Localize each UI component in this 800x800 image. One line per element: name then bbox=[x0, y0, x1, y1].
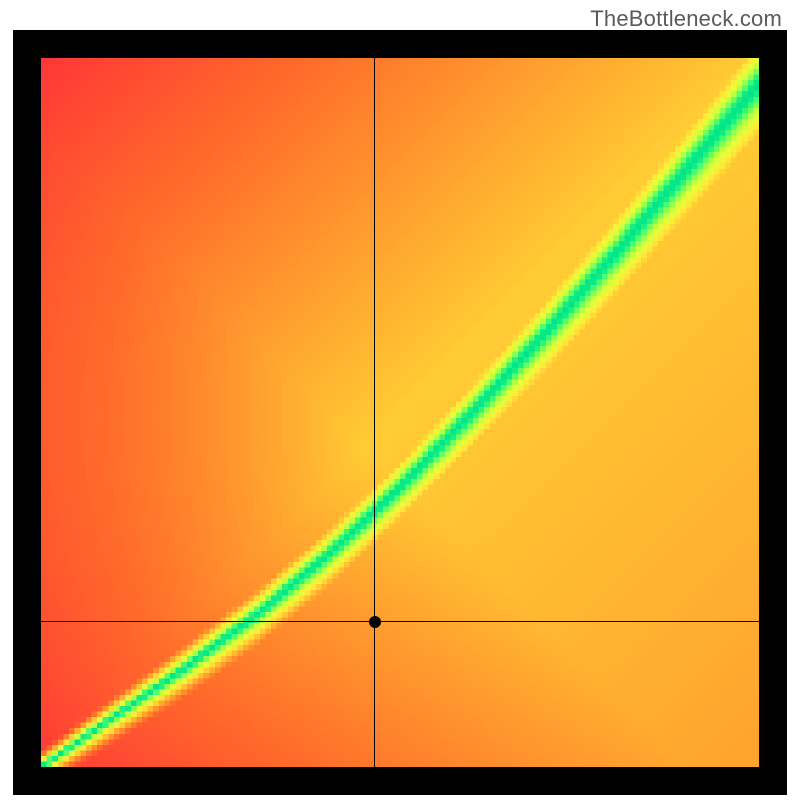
chart-container: TheBottleneck.com bbox=[0, 0, 800, 800]
crosshair-vertical bbox=[374, 58, 375, 767]
plot-frame bbox=[13, 30, 787, 795]
crosshair-horizontal bbox=[41, 621, 759, 622]
crosshair-marker bbox=[369, 616, 381, 628]
watermark-text: TheBottleneck.com bbox=[590, 6, 782, 32]
heatmap-canvas bbox=[41, 58, 759, 767]
